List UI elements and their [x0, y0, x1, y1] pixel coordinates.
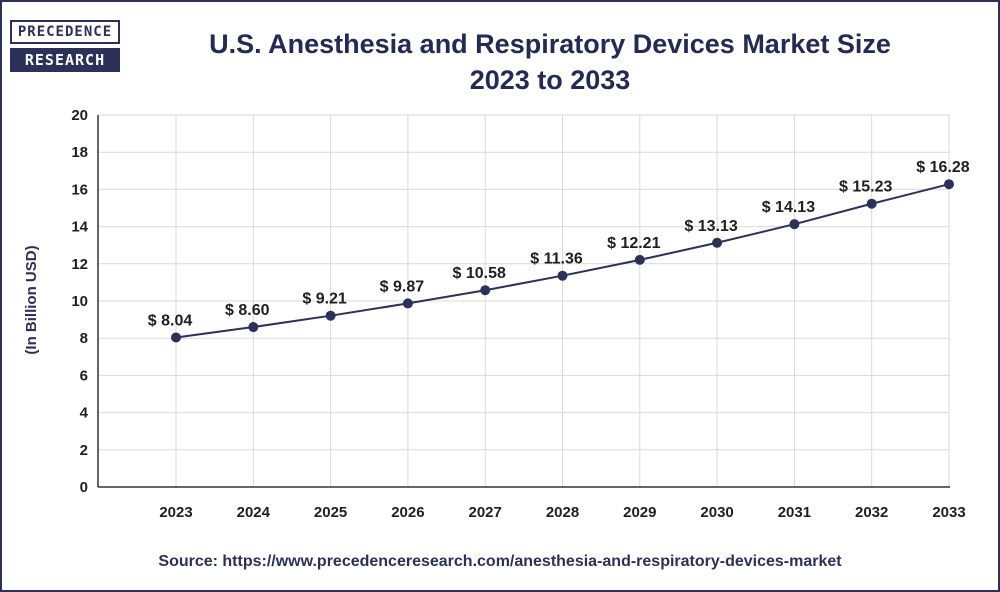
data-label-2030: $ 13.13 — [684, 218, 737, 235]
y-tick-label-20: 20 — [71, 107, 88, 124]
chart-title-line1: U.S. Anesthesia and Respiratory Devices … — [209, 29, 891, 59]
data-label-2027: $ 10.58 — [453, 265, 506, 282]
chart-title-line2: 2023 to 2033 — [469, 65, 631, 95]
data-point-2023 — [171, 332, 181, 343]
data-label-2028: $ 11.36 — [530, 251, 583, 268]
data-point-2033 — [944, 179, 954, 190]
source-text: Source: https://www.precedenceresearch.c… — [158, 553, 842, 570]
data-label-2033: $ 16.28 — [916, 159, 969, 176]
x-axis-ticks: 2023 2024 2025 2026 2027 2028 2029 2030 2031 2032… — [159, 504, 965, 521]
x-tick-label-2032: 2032 — [855, 504, 888, 521]
data-point-2032 — [866, 198, 877, 209]
y-tick-label-10: 10 — [71, 293, 88, 310]
data-point-2031 — [789, 219, 800, 230]
logo-text-precedence: PRECEDENCE — [10, 20, 120, 44]
logo: PRECEDENCE RESEARCH — [10, 20, 120, 72]
data-point-2025 — [325, 310, 336, 321]
x-tick-label-2030: 2030 — [700, 504, 733, 521]
series-markers — [171, 179, 954, 343]
grid — [98, 114, 950, 487]
y-tick-label-6: 6 — [80, 367, 88, 384]
logo-text-research: RESEARCH — [10, 48, 120, 72]
x-tick-label-2033: 2033 — [932, 504, 965, 521]
y-tick-label-8: 8 — [80, 330, 88, 347]
data-point-2024 — [248, 322, 259, 333]
data-point-2026 — [402, 298, 413, 309]
chart-title: U.S. Anesthesia and Respiratory Devices … — [150, 26, 950, 98]
y-axis-ticks: 0 2 4 6 8 10 12 14 16 18 20 — [71, 107, 88, 496]
data-label-2032: $ 15.23 — [839, 179, 892, 196]
data-point-2028 — [557, 270, 568, 281]
x-tick-label-2026: 2026 — [391, 504, 424, 521]
x-tick-label-2031: 2031 — [778, 504, 811, 521]
data-label-2026: $ 9.87 — [380, 278, 425, 295]
data-label-2029: $ 12.21 — [607, 235, 660, 252]
x-tick-label-2027: 2027 — [469, 504, 502, 521]
data-point-2030 — [712, 237, 723, 248]
axes — [97, 115, 950, 488]
y-tick-label-14: 14 — [71, 219, 88, 236]
x-tick-label-2023: 2023 — [159, 504, 192, 521]
x-tick-label-2029: 2029 — [623, 504, 656, 521]
data-point-2027 — [480, 285, 491, 296]
data-label-2024: $ 8.60 — [225, 302, 270, 319]
y-axis-label: (In Billion USD) — [23, 245, 40, 354]
x-tick-label-2024: 2024 — [237, 504, 271, 521]
data-labels: $ 8.04 $ 8.60 $ 9.21 $ 9.87 $ 10.58 $ 11.36 $ … — [148, 159, 970, 329]
data-label-2023: $ 8.04 — [148, 312, 193, 329]
data-label-2031: $ 14.13 — [762, 199, 815, 216]
x-tick-label-2028: 2028 — [546, 504, 579, 521]
data-label-2025: $ 9.21 — [302, 291, 347, 308]
y-tick-label-16: 16 — [71, 181, 88, 198]
y-tick-label-12: 12 — [71, 256, 88, 273]
data-point-2029 — [634, 254, 645, 265]
x-tick-label-2025: 2025 — [314, 504, 347, 521]
y-tick-label-4: 4 — [80, 405, 89, 422]
y-tick-label-0: 0 — [80, 479, 88, 496]
y-tick-label-18: 18 — [71, 144, 88, 161]
y-tick-label-2: 2 — [80, 442, 88, 459]
